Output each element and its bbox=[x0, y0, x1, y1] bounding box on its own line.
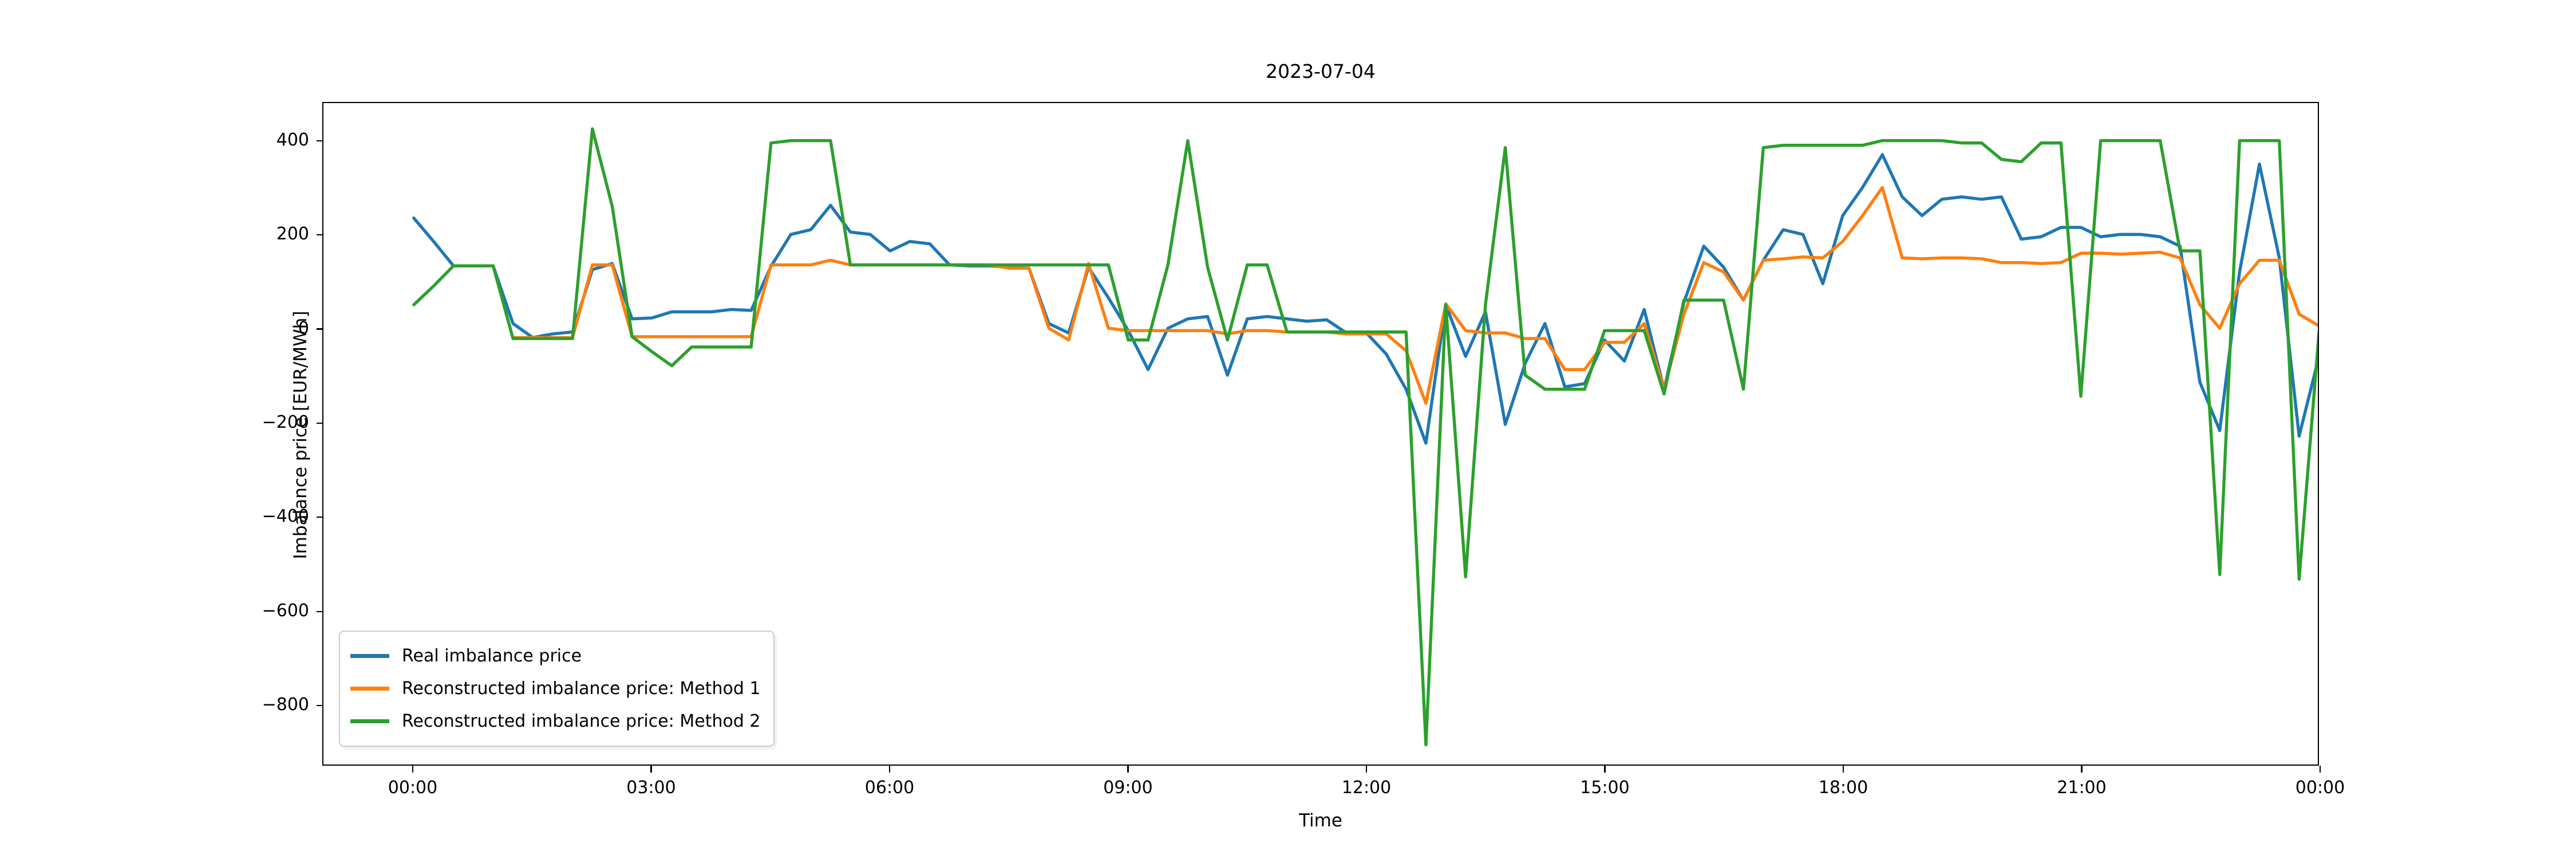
x-tick-mark bbox=[1842, 766, 1844, 773]
y-tick-label: 200 bbox=[276, 224, 309, 245]
series-line bbox=[414, 155, 2318, 452]
x-tick-mark bbox=[1604, 766, 1606, 773]
legend-item[interactable]: Real imbalance price bbox=[350, 640, 761, 672]
legend-label-method2: Reconstructed imbalance price: Method 2 bbox=[402, 711, 761, 731]
x-tick-label: 03:00 bbox=[626, 778, 676, 798]
x-tick-label: 09:00 bbox=[1103, 778, 1153, 798]
y-tick-mark bbox=[317, 517, 323, 518]
y-tick-label: 400 bbox=[276, 129, 309, 150]
y-tick-mark bbox=[317, 140, 323, 141]
series-line bbox=[414, 129, 2318, 745]
legend: Real imbalance price Reconstructed imbal… bbox=[339, 631, 775, 747]
y-tick-mark bbox=[317, 234, 323, 236]
legend-swatch-method2 bbox=[350, 719, 389, 723]
series-line bbox=[513, 187, 2318, 421]
x-tick-label: 00:00 bbox=[388, 778, 438, 798]
page-title: 2023-07-04 bbox=[1266, 60, 1376, 82]
x-tick-mark bbox=[1127, 766, 1129, 773]
legend-swatch-method1 bbox=[350, 687, 389, 691]
x-tick-label: 15:00 bbox=[1580, 778, 1630, 798]
x-tick-label: 18:00 bbox=[1818, 778, 1868, 798]
plot-lines bbox=[323, 103, 2318, 765]
x-tick-mark bbox=[888, 766, 891, 773]
legend-swatch-real bbox=[350, 654, 389, 658]
x-axis-label: Time bbox=[1299, 810, 1342, 831]
y-tick-mark bbox=[317, 705, 323, 707]
x-tick-label: 06:00 bbox=[864, 778, 915, 798]
y-tick-label: −200 bbox=[262, 412, 309, 432]
x-tick-mark bbox=[1365, 766, 1368, 773]
y-tick-label: −600 bbox=[262, 600, 309, 621]
x-tick-mark bbox=[2081, 766, 2083, 773]
y-axis-label: Imbalance price [EUR/MWh] bbox=[290, 310, 311, 559]
x-tick-label: 00:00 bbox=[2295, 778, 2345, 798]
plot-axes: Imbalance price [EUR/MWh] Real imbalance… bbox=[262, 102, 2319, 766]
y-tick-label: 0 bbox=[298, 318, 309, 338]
legend-label-real: Real imbalance price bbox=[402, 645, 582, 666]
legend-label-method1: Reconstructed imbalance price: Method 1 bbox=[402, 678, 761, 699]
y-tick-mark bbox=[317, 422, 323, 424]
y-tick-label: −400 bbox=[262, 506, 309, 527]
y-tick-label: −800 bbox=[262, 695, 309, 715]
y-tick-mark bbox=[317, 610, 323, 612]
x-tick-mark bbox=[650, 766, 652, 773]
x-tick-mark bbox=[2319, 766, 2321, 773]
legend-item[interactable]: Reconstructed imbalance price: Method 2 bbox=[350, 705, 761, 738]
x-tick-label: 12:00 bbox=[1341, 778, 1392, 798]
y-tick-mark bbox=[317, 328, 323, 330]
x-tick-mark bbox=[412, 766, 414, 773]
legend-item[interactable]: Reconstructed imbalance price: Method 1 bbox=[350, 672, 761, 705]
x-tick-label: 21:00 bbox=[2057, 778, 2107, 798]
